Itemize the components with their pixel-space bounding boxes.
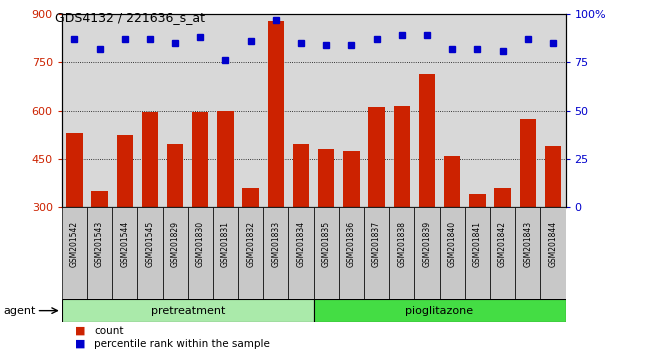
Bar	[318, 149, 334, 207]
Bar	[167, 144, 183, 207]
Text: GSM201544: GSM201544	[120, 221, 129, 267]
Bar	[465, 207, 490, 299]
Bar	[293, 144, 309, 207]
Bar	[142, 112, 158, 207]
Text: GDS4132 / 221636_s_at: GDS4132 / 221636_s_at	[55, 11, 205, 24]
Bar	[62, 207, 87, 299]
Text: GSM201831: GSM201831	[221, 221, 230, 267]
Bar	[162, 207, 188, 299]
Text: GSM201842: GSM201842	[498, 221, 507, 267]
Text: pioglitazone: pioglitazone	[406, 306, 474, 316]
Text: GSM201543: GSM201543	[95, 221, 104, 267]
Text: agent: agent	[3, 306, 36, 316]
Bar	[238, 207, 263, 299]
Bar	[490, 207, 515, 299]
Bar	[313, 299, 566, 322]
Bar	[213, 207, 238, 299]
Text: count: count	[94, 326, 124, 336]
Bar	[188, 207, 213, 299]
Text: GSM201837: GSM201837	[372, 221, 381, 267]
Bar	[540, 207, 566, 299]
Text: ■: ■	[75, 339, 85, 349]
Text: GSM201844: GSM201844	[549, 221, 558, 267]
Bar	[469, 194, 486, 207]
Text: percentile rank within the sample: percentile rank within the sample	[94, 339, 270, 349]
Bar	[495, 188, 511, 207]
Bar	[87, 207, 112, 299]
Bar	[444, 156, 460, 207]
Bar	[389, 207, 415, 299]
Bar	[66, 133, 83, 207]
Bar	[192, 112, 209, 207]
Text: GSM201830: GSM201830	[196, 221, 205, 267]
Bar	[289, 207, 313, 299]
Bar	[62, 299, 313, 322]
Text: GSM201840: GSM201840	[448, 221, 457, 267]
Bar	[339, 207, 364, 299]
Bar	[112, 207, 137, 299]
Text: GSM201841: GSM201841	[473, 221, 482, 267]
Bar	[419, 74, 435, 207]
Bar	[515, 207, 540, 299]
Text: GSM201836: GSM201836	[347, 221, 356, 267]
Bar	[313, 207, 339, 299]
Bar	[137, 207, 162, 299]
Bar	[394, 106, 410, 207]
Text: ■: ■	[75, 326, 85, 336]
Bar	[116, 135, 133, 207]
Text: GSM201835: GSM201835	[322, 221, 331, 267]
Bar	[415, 207, 439, 299]
Bar	[92, 191, 108, 207]
Text: GSM201833: GSM201833	[271, 221, 280, 267]
Bar	[242, 188, 259, 207]
Bar	[217, 110, 233, 207]
Text: GSM201838: GSM201838	[397, 221, 406, 267]
Bar	[364, 207, 389, 299]
Bar	[439, 207, 465, 299]
Bar	[343, 151, 359, 207]
Text: GSM201545: GSM201545	[146, 221, 155, 267]
Bar	[519, 119, 536, 207]
Bar	[545, 146, 561, 207]
Text: GSM201829: GSM201829	[170, 221, 179, 267]
Text: GSM201843: GSM201843	[523, 221, 532, 267]
Text: pretreatment: pretreatment	[151, 306, 225, 316]
Text: GSM201832: GSM201832	[246, 221, 255, 267]
Bar	[263, 207, 289, 299]
Text: GSM201839: GSM201839	[422, 221, 432, 267]
Text: GSM201542: GSM201542	[70, 221, 79, 267]
Bar	[369, 107, 385, 207]
Bar	[268, 21, 284, 207]
Text: GSM201834: GSM201834	[296, 221, 306, 267]
